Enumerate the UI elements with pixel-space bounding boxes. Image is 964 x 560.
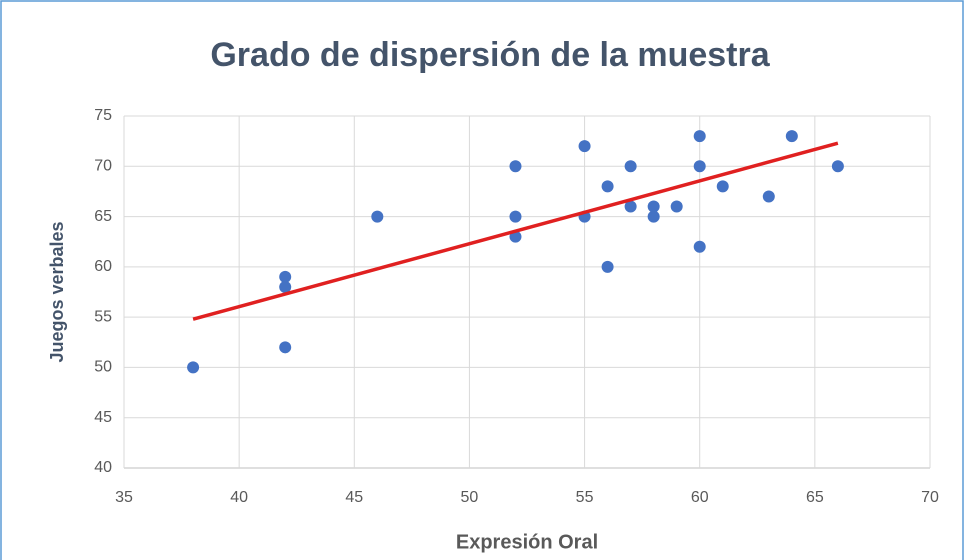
y-tick-label: 70	[94, 158, 112, 175]
trendline	[192, 141, 839, 321]
point	[762, 190, 775, 203]
x-tick-label: 50	[461, 489, 479, 506]
x-tick-label: 45	[345, 489, 363, 506]
y-tick-label: 40	[94, 459, 112, 476]
point	[187, 361, 200, 374]
point	[647, 210, 660, 223]
point	[578, 140, 591, 153]
point	[831, 160, 844, 173]
point	[279, 280, 292, 293]
point	[693, 130, 706, 143]
point	[509, 210, 522, 223]
chart-title: Grado de dispersión de la muestra	[210, 36, 770, 74]
point	[624, 160, 637, 173]
x-tick-label: 65	[806, 489, 824, 506]
y-tick-label: 60	[94, 258, 112, 275]
x-tick-label: 55	[576, 489, 594, 506]
point	[693, 240, 706, 253]
x-axis-label: Expresión Oral	[456, 531, 598, 553]
point	[279, 270, 292, 283]
point	[716, 180, 729, 193]
x-tick-label: 40	[230, 489, 248, 506]
x-tick-label: 60	[691, 489, 709, 506]
x-tick-label: 35	[115, 489, 133, 506]
point	[785, 130, 798, 143]
y-tick-label: 50	[94, 359, 112, 376]
y-tick-label: 55	[94, 308, 112, 325]
point	[624, 200, 637, 213]
y-tick-label: 65	[94, 208, 112, 225]
point	[279, 341, 292, 354]
point	[371, 210, 384, 223]
y-tick-label: 75	[94, 107, 112, 124]
point	[693, 160, 706, 173]
point	[601, 260, 614, 273]
point	[647, 200, 660, 213]
y-axis-label: Juegos verbales	[47, 221, 67, 362]
point	[601, 180, 614, 193]
x-tick-label: 70	[921, 489, 939, 506]
point	[509, 160, 522, 173]
point	[670, 200, 683, 213]
y-tick-label: 45	[94, 409, 112, 426]
